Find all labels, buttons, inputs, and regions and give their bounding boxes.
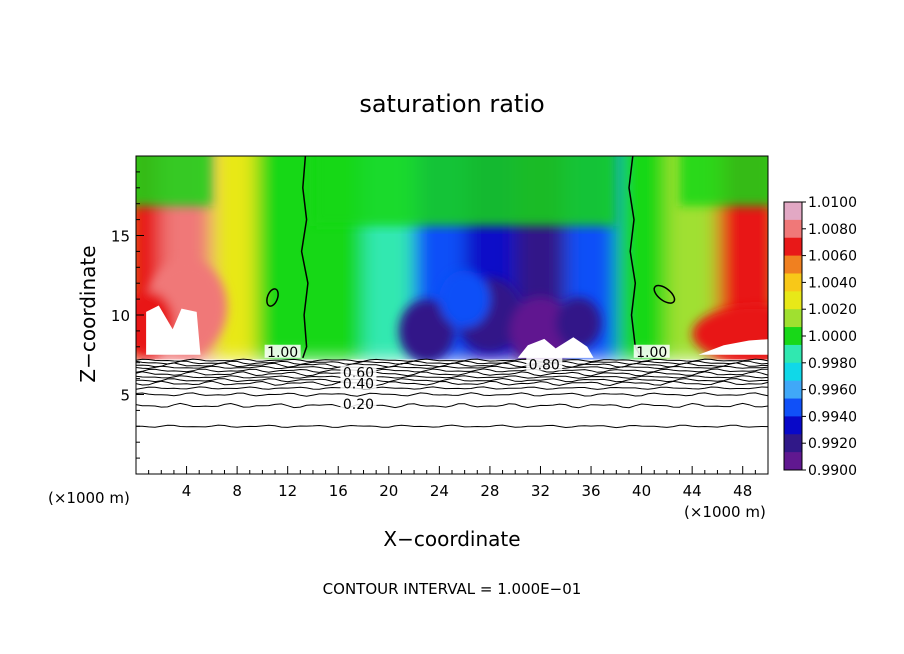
x-tick-label: 44 xyxy=(683,482,702,500)
y-tick-label: 10 xyxy=(111,307,130,325)
contour-1-00-left xyxy=(300,156,309,359)
contour-closed-left xyxy=(266,288,279,307)
chart-title: saturation ratio xyxy=(359,90,544,118)
x-tick-label: 48 xyxy=(733,482,752,500)
colorbar-tick-label: 1.0100 xyxy=(808,195,857,211)
contour-interval-note: CONTOUR INTERVAL = 1.000E−01 xyxy=(323,580,582,598)
field-core-patch xyxy=(398,299,455,363)
colorbar-swatch xyxy=(784,273,802,292)
field-core xyxy=(398,270,602,366)
contour-label: 1.00 xyxy=(267,345,298,361)
contour-line xyxy=(136,371,768,377)
field-core-patch xyxy=(555,297,602,349)
colorbar-swatch xyxy=(784,202,802,221)
x-tick-label: 16 xyxy=(329,482,348,500)
contour-line xyxy=(136,402,768,409)
field-column xyxy=(256,156,307,360)
x-tick-label: 4 xyxy=(182,482,192,500)
y-axis: 5 10 15 xyxy=(111,155,144,475)
contour-line xyxy=(136,362,768,368)
colorbar-tick-label: 1.0020 xyxy=(808,302,857,318)
x-axis-label: X−coordinate xyxy=(383,527,520,551)
contour-label-bg xyxy=(340,376,377,390)
colorbar-swatch xyxy=(784,309,802,328)
y-tick-label: 5 xyxy=(120,387,130,405)
field-core-patch xyxy=(510,296,571,366)
field-subsaturated xyxy=(136,359,768,474)
colorbar-tick-label: 0.9900 xyxy=(808,463,857,479)
colorbar-swatch xyxy=(784,416,802,435)
contour-line xyxy=(136,375,768,379)
contour-labels: 1.00 1.000.800.600.400.20 xyxy=(264,344,670,413)
colorbar-swatch xyxy=(784,327,802,346)
colorbar-swatch xyxy=(784,219,802,239)
contour-label-bg xyxy=(340,365,377,379)
contour-line xyxy=(136,424,768,429)
field-column xyxy=(616,156,667,360)
field-core-patch xyxy=(439,270,490,328)
colorbar-tick-label: 0.9920 xyxy=(808,436,857,452)
contour-label-bg xyxy=(633,344,670,358)
plot-area xyxy=(136,156,768,474)
contour-label: 0.80 xyxy=(529,357,560,373)
colorbar-swatch xyxy=(784,362,802,382)
x-tick-label: 12 xyxy=(278,482,297,500)
colorbar-swatch xyxy=(784,291,802,310)
contour-line xyxy=(136,380,768,387)
contour-1-00-right xyxy=(628,156,643,359)
colorbar-swatch xyxy=(784,452,802,471)
colorbar-swatch xyxy=(784,380,802,400)
field-gap-middle xyxy=(517,337,594,358)
field-gap-right xyxy=(698,339,768,355)
contour-label: 0.20 xyxy=(343,397,374,413)
contour-label-bg xyxy=(526,357,563,371)
contour-line xyxy=(136,392,768,397)
colorbar-tick-label: 1.0000 xyxy=(808,329,857,345)
x-unit-left: (×1000 m) xyxy=(48,489,130,507)
field-upper-left xyxy=(136,156,212,206)
x-tick-label: 28 xyxy=(480,482,499,500)
contour-closed-right xyxy=(653,284,676,304)
colorbar-tick-label: 0.9940 xyxy=(808,409,857,425)
contour-label: 1.00 xyxy=(636,345,667,361)
field-upper-right xyxy=(679,156,768,206)
contour-line xyxy=(136,368,768,373)
x-tick-label: 8 xyxy=(232,482,242,500)
x-axis: 4 8 12 16 20 24 28 32 36 40 44 48 xyxy=(135,466,769,500)
y-axis-label: Z−coordinate xyxy=(76,245,100,382)
field-gap-left xyxy=(146,305,201,355)
colorbar-swatch xyxy=(784,237,802,257)
x-tick-label: 32 xyxy=(531,482,550,500)
x-unit-right: (×1000 m) xyxy=(684,503,766,521)
contour-line xyxy=(136,377,768,383)
colorbar-swatch xyxy=(784,255,802,274)
x-tick-label: 40 xyxy=(632,482,651,500)
y-tick-label: 15 xyxy=(111,228,130,246)
colorbar: 1.0100 1.0080 1.0060 1.0040 1.0020 1.0000 0.99… xyxy=(783,195,857,479)
x-tick-label: 20 xyxy=(379,482,398,500)
contour-label: 0.40 xyxy=(343,377,374,393)
colorbar-tick-label: 0.9980 xyxy=(808,356,857,372)
contour-lines xyxy=(136,156,768,429)
contour-line xyxy=(136,365,768,370)
contour-label-bg xyxy=(264,344,301,358)
colorbar-swatch xyxy=(784,434,802,453)
saturation-field xyxy=(136,156,768,474)
colorbar-swatch xyxy=(784,398,802,417)
colorbar-tick-label: 1.0060 xyxy=(808,249,857,265)
colorbar-tick-label: 0.9960 xyxy=(808,383,857,399)
field-upper-layer xyxy=(136,156,768,226)
field-upper-band xyxy=(312,156,617,226)
colorbar-tick-label: 1.0080 xyxy=(808,222,857,238)
colorbar-swatch xyxy=(784,344,802,364)
x-tick-label: 36 xyxy=(581,482,600,500)
colorbar-tick-label: 1.0040 xyxy=(808,275,857,291)
contour-line xyxy=(136,386,768,390)
x-tick-label: 24 xyxy=(430,482,449,500)
contour-line xyxy=(136,358,768,363)
contour-label-bg xyxy=(340,397,377,411)
